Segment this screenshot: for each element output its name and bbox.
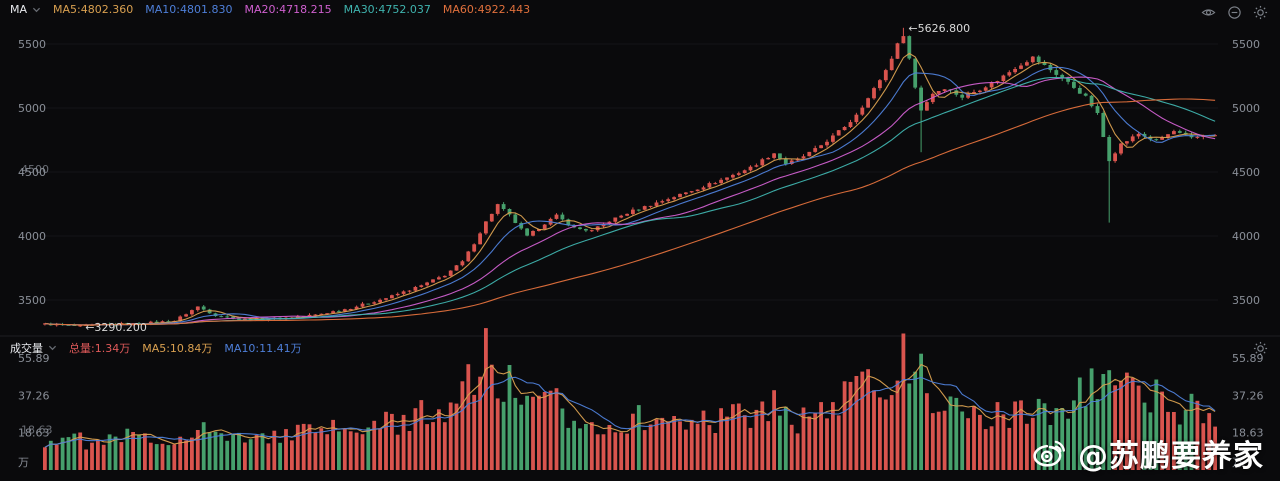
volume-ma5-value: MA5:10.84万 (142, 342, 213, 355)
volume-ma10-value: MA10:11.41万 (224, 342, 302, 355)
settings-icon[interactable] (1253, 341, 1268, 356)
main-chart-legend: MA MA5:4802.360 MA10:4801.830 MA20:4718.… (10, 3, 530, 16)
ma20-legend-value: MA20:4718.215 (244, 3, 332, 16)
svg-text:5000: 5000 (18, 102, 46, 115)
svg-text:4500: 4500 (1232, 166, 1260, 179)
svg-text:5500: 5500 (18, 38, 46, 51)
svg-text:4000: 4000 (1232, 230, 1260, 243)
watermark: @苏鹏要养家 (1031, 431, 1264, 475)
svg-text:4500: 4500 (18, 166, 46, 179)
volume-indicator-selector[interactable]: 成交量 (10, 340, 57, 356)
indicator-label: MA (10, 3, 28, 16)
svg-text:18.63: 18.63 (21, 424, 53, 437)
main-pane-toolbar (1201, 5, 1268, 20)
svg-text:18.63: 18.63 (1232, 427, 1264, 440)
minimize-icon[interactable] (1227, 5, 1242, 20)
svg-text:55.89: 55.89 (1232, 352, 1264, 365)
chevron-down-icon (32, 7, 41, 12)
ma10-legend-value: MA10:4801.830 (145, 3, 233, 16)
svg-text:万: 万 (1232, 456, 1243, 469)
svg-text:5000: 5000 (1232, 102, 1260, 115)
watermark-handle: @苏鹏要养家 (1078, 439, 1264, 474)
ma5-legend-value: MA5:4802.360 (53, 3, 134, 16)
svg-text:←5626.800: ←5626.800 (908, 22, 970, 35)
ma60-legend-value: MA60:4922.443 (442, 3, 531, 16)
chevron-down-icon (48, 345, 57, 351)
volume-title: 成交量 (10, 342, 43, 355)
svg-text:37.26: 37.26 (18, 389, 50, 402)
svg-text:18.63: 18.63 (18, 427, 50, 440)
svg-text:37.26: 37.26 (1232, 389, 1264, 402)
volume-legend: 成交量 总量:1.34万 MA5:10.84万 MA10:11.41万 (10, 340, 302, 356)
settings-icon[interactable] (1253, 5, 1268, 20)
svg-text:万: 万 (18, 456, 29, 469)
svg-text:←3290.200: ←3290.200 (85, 321, 147, 334)
svg-text:3500: 3500 (18, 294, 46, 307)
svg-text:4500: 4500 (21, 163, 49, 176)
svg-text:4000: 4000 (18, 230, 46, 243)
ma30-legend-value: MA30:4752.037 (343, 3, 431, 16)
volume-pane-toolbar (1253, 341, 1268, 356)
volume-total-value: 总量:1.34万 (69, 342, 131, 355)
svg-text:5500: 5500 (1232, 38, 1260, 51)
svg-text:55.89: 55.89 (18, 352, 50, 365)
eye-icon[interactable] (1201, 5, 1216, 20)
svg-text:3500: 3500 (1232, 294, 1260, 307)
weibo-logo-icon (1033, 440, 1065, 467)
indicator-selector[interactable]: MA (10, 3, 41, 16)
